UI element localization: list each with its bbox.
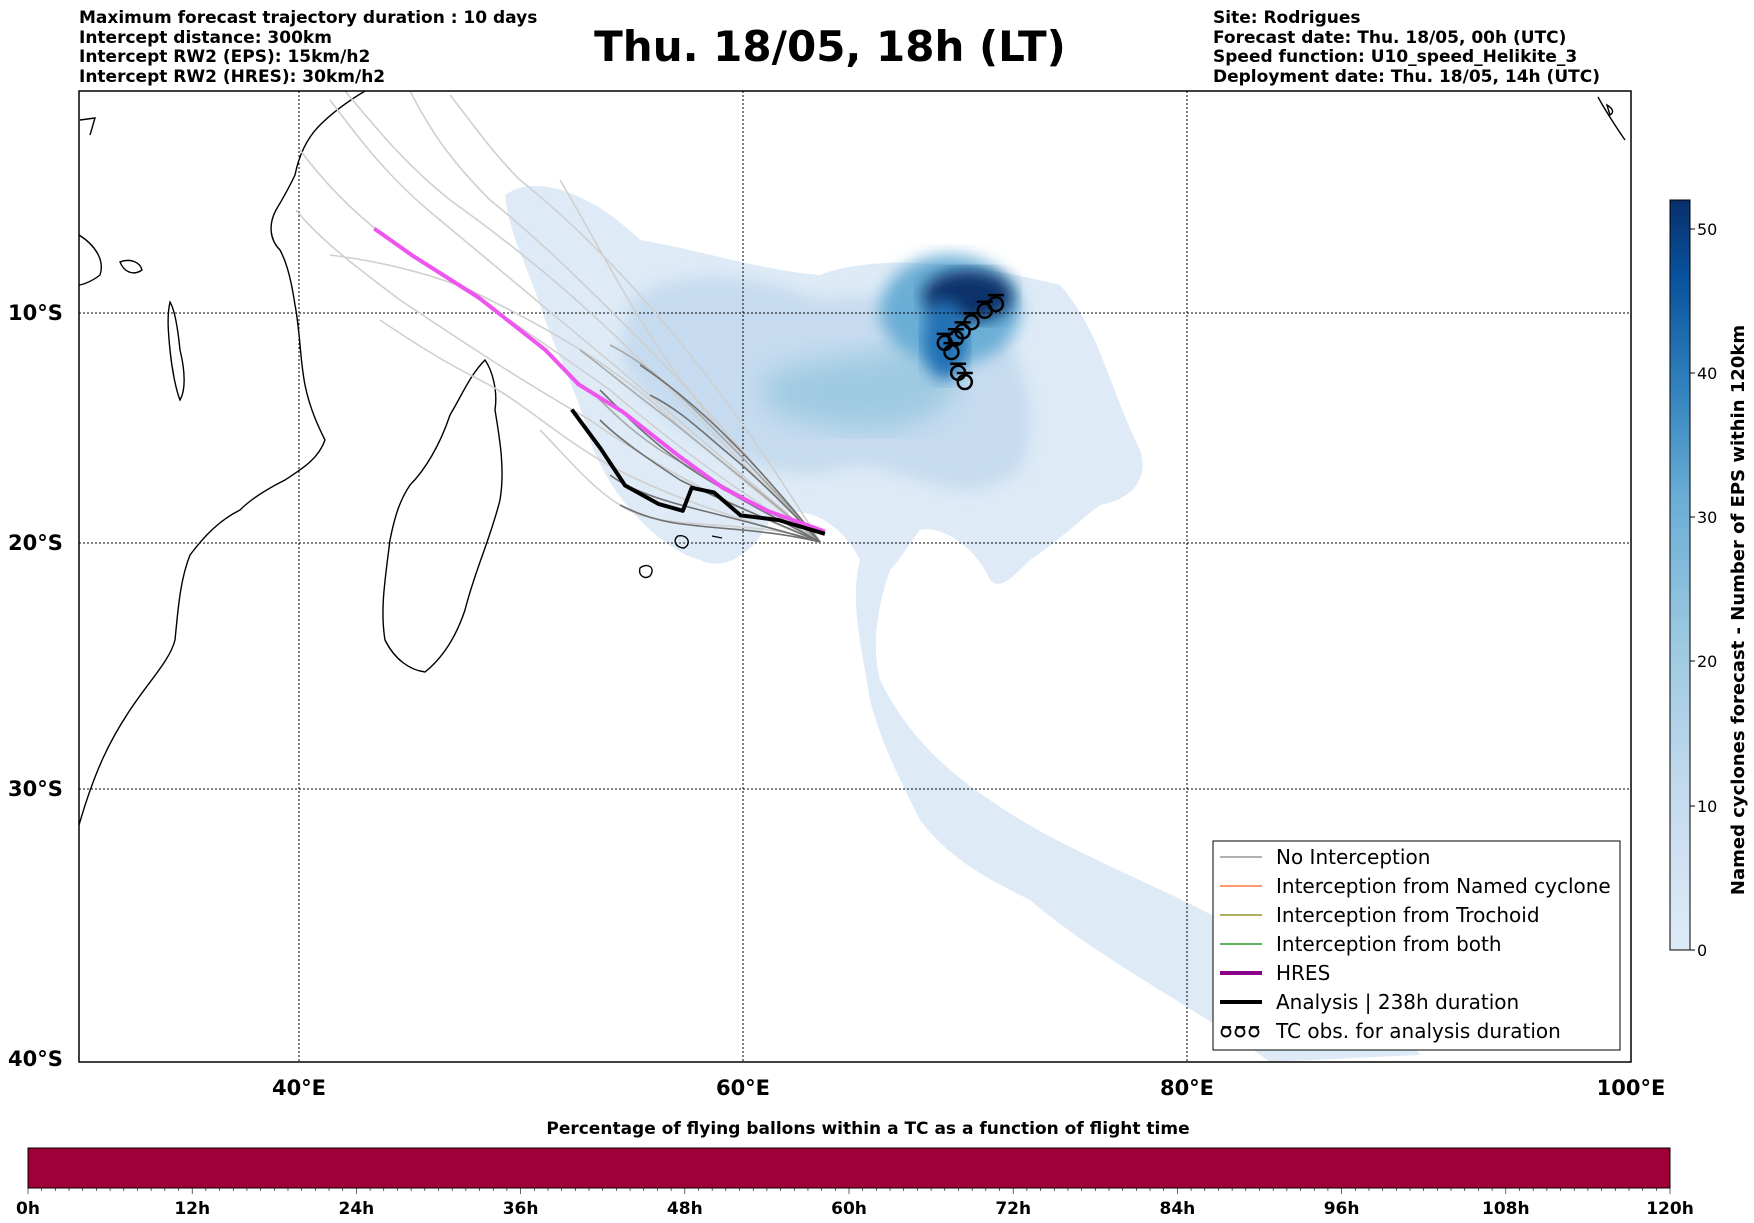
density-blob <box>1040 853 1094 907</box>
site-line: Deployment date: Thu. 18/05, 14h (UTC) <box>1213 66 1600 87</box>
lat-label-40s: 40°S <box>8 1047 63 1071</box>
analysis-track <box>570 408 826 536</box>
coast-socotra <box>119 259 143 274</box>
colorbar-tick-label: 50 <box>1697 220 1717 239</box>
cyclone-density-shading <box>505 185 1420 1062</box>
percentage-tick-label: 120h <box>1646 1199 1694 1219</box>
colorbar: 50 40 30 20 10 0 Named cyclones forecast… <box>1669 199 1749 960</box>
colorbar-title: Named cyclones forecast - Number of EPS … <box>1728 325 1749 895</box>
legend-item: Interception from Named cyclone <box>1220 874 1611 898</box>
percentage-bar-tick-labels: 0h 12h 24h 36h 48h 60h 72h 84h 96h 108h 120h <box>16 1199 1694 1219</box>
map-title: Thu. 18/05, 18h (LT) <box>594 22 1066 71</box>
coast-far-east <box>1597 96 1626 141</box>
lon-label-100e: 100°E <box>1597 1076 1666 1100</box>
lat-label-30s: 30°S <box>8 777 63 801</box>
coast-island-b <box>79 117 96 136</box>
legend-item: TC obs. for analysis duration <box>1220 1019 1561 1043</box>
longitude-labels: 40°E 60°E 80°E 100°E <box>272 1076 1665 1100</box>
coast-nw-island <box>1605 103 1614 117</box>
legend-item: Interception from both <box>1220 932 1502 956</box>
legend-label: Interception from Trochoid <box>1276 903 1540 927</box>
percentage-tick-label: 12h <box>174 1199 210 1219</box>
percentage-tick-label: 72h <box>995 1199 1031 1219</box>
lat-label-10s: 10°S <box>8 301 63 325</box>
density-core-tail <box>923 300 967 380</box>
tc-obs-symbol <box>954 321 971 340</box>
percentage-tick-label: 108h <box>1482 1199 1530 1219</box>
legend-label: HRES <box>1276 961 1330 985</box>
map-area[interactable] <box>79 91 1631 1062</box>
legend-label: TC obs. for analysis duration <box>1275 1019 1561 1043</box>
percentage-tick-label: 60h <box>831 1199 867 1219</box>
percentage-tick-label: 84h <box>1160 1199 1196 1219</box>
coast-arabia-tip <box>79 234 102 286</box>
site-info: Site: Rodrigues Forecast date: Thu. 18/0… <box>1213 8 1600 87</box>
coastlines <box>79 91 1626 826</box>
legend-label: Analysis | 238h duration <box>1276 990 1519 1014</box>
legend-item: Analysis | 238h duration <box>1220 990 1519 1014</box>
coast-island-a <box>167 300 185 402</box>
percentage-tick-label: 36h <box>503 1199 539 1219</box>
forecast-parameters: Maximum forecast trajectory duration : 1… <box>79 8 538 87</box>
density-band <box>760 347 960 431</box>
legend-item: No Interception <box>1220 845 1430 869</box>
legend-item: Interception from Trochoid <box>1220 903 1540 927</box>
coast-africa <box>79 91 366 826</box>
legend: No Interception Interception from Named … <box>1212 840 1621 1051</box>
latitude-labels: 10°S 20°S 30°S 40°S <box>8 301 63 1071</box>
coast-mauritius <box>638 564 653 579</box>
colorbar-ticks <box>1690 228 1695 951</box>
site-line: Speed function: U10_speed_Helikite_3 <box>1213 47 1578 67</box>
lon-label-40e: 40°E <box>272 1076 326 1100</box>
lon-label-60e: 60°E <box>716 1076 770 1100</box>
coast-madagascar <box>382 358 503 673</box>
percentage-bar-fill <box>27 1147 1671 1189</box>
param-line: Intercept distance: 300km <box>79 27 332 48</box>
percentage-tick-label: 96h <box>1324 1199 1360 1219</box>
colorbar-tick-label: 10 <box>1697 797 1717 816</box>
colorbar-gradient <box>1669 199 1691 951</box>
param-line: Maximum forecast trajectory duration : 1… <box>79 8 538 28</box>
coast-reunion <box>674 535 689 549</box>
tc-obs-symbol <box>987 293 1005 313</box>
legend-label: Interception from Named cyclone <box>1276 874 1611 898</box>
param-line: Intercept RW2 (EPS): 15km/h2 <box>79 47 371 67</box>
map-frame <box>78 90 1632 1063</box>
percentage-tick-label: 24h <box>339 1199 375 1219</box>
colorbar-tick-label: 30 <box>1697 508 1717 527</box>
percentage-bar: Percentage of flying ballons within a TC… <box>16 1119 1694 1219</box>
colorbar-tick-label: 20 <box>1697 652 1717 671</box>
site-line: Site: Rodrigues <box>1213 8 1361 28</box>
percentage-bar-title: Percentage of flying ballons within a TC… <box>546 1119 1189 1139</box>
legend-item: HRES <box>1220 961 1330 985</box>
coast-rodrigues <box>711 535 723 539</box>
colorbar-tick-label: 40 <box>1697 364 1717 383</box>
hres-track <box>373 226 826 534</box>
site-line: Forecast date: Thu. 18/05, 00h (UTC) <box>1213 27 1567 48</box>
percentage-tick-label: 48h <box>667 1199 703 1219</box>
tc-observations <box>936 293 1005 391</box>
lat-label-20s: 20°S <box>8 531 63 555</box>
tc-symbol-icon <box>1220 1026 1260 1038</box>
param-line: Intercept RW2 (HRES): 30km/h2 <box>79 66 386 87</box>
legend-box <box>1212 840 1621 1051</box>
legend-label: No Interception <box>1276 845 1430 869</box>
ensemble-tracks <box>295 91 821 543</box>
colorbar-tick-label: 0 <box>1697 941 1707 960</box>
legend-label: Interception from both <box>1276 932 1502 956</box>
tc-obs-symbol <box>956 371 974 391</box>
tc-obs-symbol <box>963 311 980 331</box>
tc-obs-symbol <box>943 341 960 361</box>
percentage-tick-label: 0h <box>16 1199 40 1219</box>
percentage-bar-minor-ticks <box>27 1188 1671 1194</box>
graticule <box>79 91 1631 1062</box>
lon-label-80e: 80°E <box>1160 1076 1214 1100</box>
